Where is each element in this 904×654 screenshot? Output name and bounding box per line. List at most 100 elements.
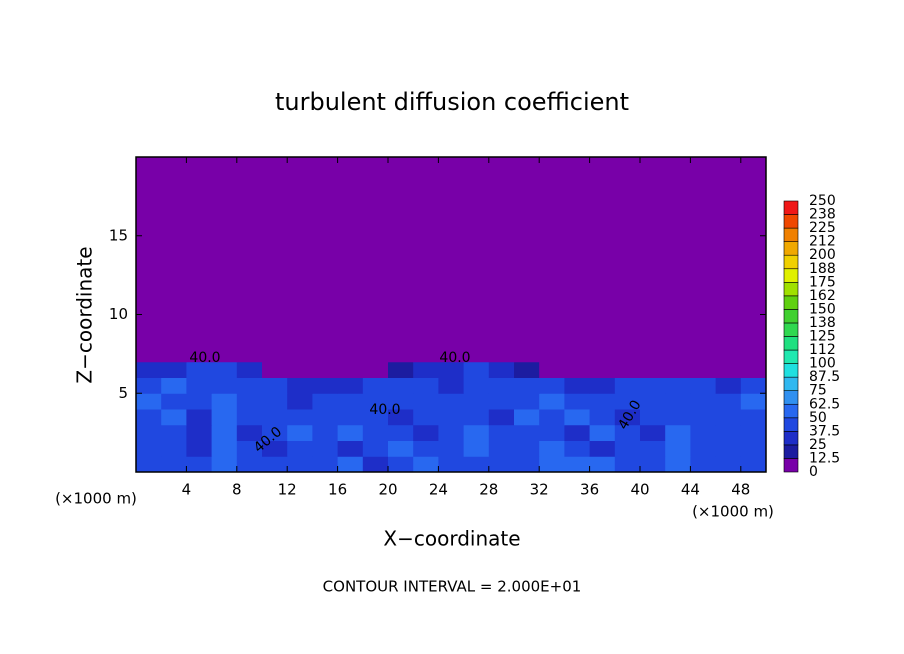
- heat-cell: [186, 361, 213, 378]
- heat-cell: [413, 157, 439, 363]
- heat-cell: [589, 456, 616, 473]
- heat-cell: [136, 377, 162, 394]
- colorbar-label: 37.5: [809, 423, 840, 439]
- colorbar-label: 25: [809, 437, 827, 453]
- heat-cell: [287, 409, 313, 426]
- heat-cell: [236, 157, 263, 363]
- heat-cell: [539, 456, 565, 473]
- colorbar-segment: [783, 268, 799, 283]
- x-tick-label: 44: [681, 481, 700, 499]
- colorbar-segment: [783, 241, 799, 256]
- heat-cell: [715, 157, 742, 363]
- colorbar-label: 238: [809, 207, 836, 223]
- heat-cell: [438, 361, 465, 378]
- heat-cell: [287, 424, 313, 441]
- contour-label: 40.0: [439, 350, 470, 366]
- heat-cell: [740, 440, 767, 457]
- heat-cell: [589, 409, 616, 426]
- heat-cell: [640, 409, 666, 426]
- colorbar-label: 125: [809, 329, 836, 345]
- heat-cell: [136, 361, 162, 378]
- heat-cell: [186, 424, 213, 441]
- heat-cell: [236, 409, 263, 426]
- heat-cell: [665, 377, 691, 394]
- heat-cell: [715, 409, 742, 426]
- heat-cell: [337, 424, 364, 441]
- heat-cell: [740, 409, 767, 426]
- heat-cell: [136, 456, 162, 473]
- heat-cell: [413, 409, 439, 426]
- heat-cell: [337, 440, 364, 457]
- y-tick-label: 5: [118, 384, 128, 402]
- heat-cell: [514, 157, 540, 363]
- heat-cell: [640, 440, 666, 457]
- heat-cell: [463, 157, 490, 363]
- heat-cell: [362, 424, 389, 441]
- heat-cell: [715, 456, 742, 473]
- heat-cell: [514, 409, 540, 426]
- heat-cell: [740, 361, 767, 378]
- heat-cell: [514, 440, 540, 457]
- x-tick-label: 40: [630, 481, 649, 499]
- heat-cell: [539, 409, 565, 426]
- heat-cell: [388, 377, 414, 394]
- heat-cell: [488, 157, 515, 363]
- heat-cell: [413, 361, 439, 378]
- colorbar-segment: [783, 403, 799, 419]
- colorbar-segment: [783, 363, 799, 378]
- heat-cell: [665, 409, 691, 426]
- heat-cell: [463, 440, 490, 457]
- colorbar-label: 225: [809, 220, 836, 236]
- heat-cell: [362, 377, 389, 394]
- heat-cell: [211, 424, 238, 441]
- heat-cell: [665, 361, 691, 378]
- colorbar-segment: [783, 336, 799, 351]
- heat-cell: [262, 409, 288, 426]
- heat-cell: [262, 157, 288, 363]
- heat-cell: [262, 456, 288, 473]
- heat-cell: [740, 377, 767, 394]
- heat-cell: [211, 377, 238, 394]
- colorbar-segment: [783, 390, 799, 405]
- heat-cell: [740, 393, 767, 410]
- heat-cell: [161, 424, 187, 441]
- colorbar-label: 0: [809, 464, 818, 480]
- heat-cell: [262, 377, 288, 394]
- heat-cell: [514, 361, 540, 378]
- heat-cell: [665, 157, 691, 363]
- heat-cell: [236, 456, 263, 473]
- heat-cell: [640, 361, 666, 378]
- heat-cell: [413, 424, 439, 441]
- heat-cell: [614, 377, 641, 394]
- heat-cell: [186, 440, 213, 457]
- x-tick-label: 4: [182, 481, 192, 499]
- colorbar-segment: [783, 417, 799, 432]
- heat-cell: [715, 361, 742, 378]
- heat-cell: [640, 393, 666, 410]
- heat-cell: [514, 424, 540, 441]
- heat-cell: [337, 377, 364, 394]
- heat-cell: [287, 157, 313, 363]
- heat-cell: [614, 440, 641, 457]
- colorbar-label: 100: [809, 356, 836, 372]
- heat-cell: [715, 440, 742, 457]
- x-unit-label: (×1000 m): [692, 503, 774, 521]
- heat-cell: [640, 377, 666, 394]
- heat-cell: [388, 424, 414, 441]
- x-tick-label: 8: [232, 481, 242, 499]
- heat-cell: [438, 157, 465, 363]
- heat-cell: [388, 456, 414, 473]
- heat-cell: [362, 393, 389, 410]
- heat-cell: [211, 440, 238, 457]
- heat-cell: [312, 440, 339, 457]
- heat-cell: [287, 440, 313, 457]
- heat-cell: [564, 361, 591, 378]
- contour-label: 40.0: [189, 350, 220, 366]
- heat-cell: [438, 377, 465, 394]
- heat-cell: [312, 157, 339, 363]
- heat-cell: [438, 440, 465, 457]
- colorbar-label: 250: [809, 193, 836, 209]
- y-tick-label: 15: [109, 226, 128, 244]
- heat-cell: [262, 424, 288, 441]
- heat-cell: [640, 424, 666, 441]
